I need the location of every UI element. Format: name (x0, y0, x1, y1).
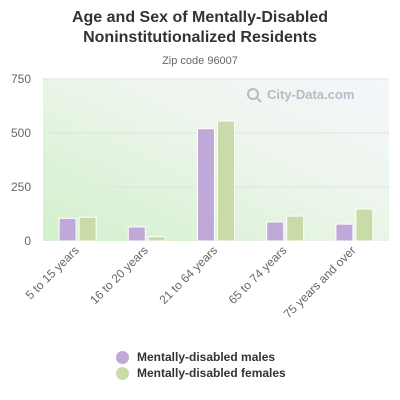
legend-swatch-males (116, 350, 129, 364)
y-tick-label: 0 (24, 234, 31, 248)
legend-item-females: Mentally-disabled females (116, 365, 286, 381)
legend-swatch-females (116, 366, 129, 380)
bar-males (335, 223, 354, 242)
y-tick-label: 500 (11, 126, 31, 140)
chart-subtitle: Zip code 96007 (162, 55, 238, 67)
bar-females (286, 215, 305, 242)
x-tick-label: 16 to 20 years (87, 243, 151, 307)
legend: Mentally-disabled males Mentally-disable… (116, 349, 286, 381)
plot-background (43, 79, 389, 241)
bar-males (127, 226, 146, 242)
chart-title: Age and Sex of Mentally-Disabled Noninst… (71, 9, 329, 46)
watermark: City-Data.com (247, 87, 354, 103)
x-tick-label: 65 to 74 years (226, 243, 290, 307)
x-tick-label: 75 years and over (281, 243, 359, 321)
x-tick-label: 21 to 64 years (156, 243, 220, 307)
watermark-search-icon (247, 88, 259, 100)
y-tick-label: 750 (11, 72, 31, 86)
watermark-text: City-Data.com (267, 87, 354, 102)
legend-item-males: Mentally-disabled males (116, 349, 286, 365)
legend-label-females: Mentally-disabled females (137, 366, 286, 380)
y-tick-label: 250 (11, 180, 31, 194)
bar-females (355, 208, 374, 242)
legend-label-males: Mentally-disabled males (137, 350, 276, 364)
bar-males (266, 221, 285, 242)
bar-females (78, 216, 97, 242)
bar-males (58, 217, 77, 242)
x-tick-label: 5 to 15 years (23, 243, 82, 302)
watermark-search-icon-handle (256, 97, 262, 103)
bar-males (197, 128, 215, 242)
bar-females (217, 120, 235, 242)
bar-females (147, 236, 166, 242)
